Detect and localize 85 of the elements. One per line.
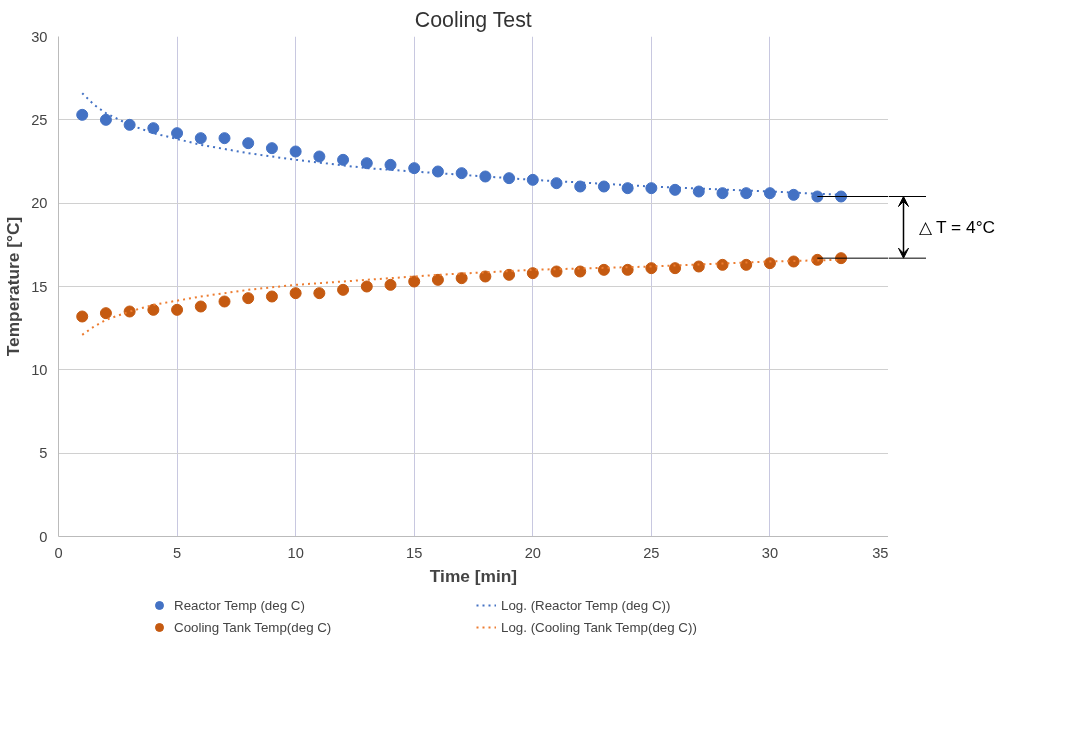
- text: △ T = 4°C: [918, 217, 996, 238]
- x-tick-label: 35: [872, 544, 889, 561]
- point: [669, 262, 682, 275]
- y-tick-label: 25: [31, 111, 48, 128]
- point: [787, 255, 800, 268]
- point: [763, 187, 776, 200]
- y-tick-label: 20: [31, 195, 48, 212]
- legend-label: Cooling Tank Temp(deg C): [174, 619, 333, 635]
- point: [360, 157, 373, 170]
- y-tick-label: 10: [31, 361, 48, 378]
- point: [76, 310, 89, 323]
- point: [289, 145, 302, 158]
- point: [384, 278, 397, 291]
- point: [99, 307, 112, 320]
- point: [455, 272, 468, 285]
- point: [76, 108, 89, 121]
- point: [99, 113, 112, 126]
- point: [645, 182, 658, 195]
- y-tick-label: 0: [39, 528, 48, 545]
- x-axis-title: Time [min]: [429, 565, 518, 586]
- point: [218, 132, 231, 145]
- point: [408, 275, 421, 288]
- point: [692, 185, 705, 198]
- point: [147, 122, 160, 135]
- y-tick-label: 15: [31, 278, 48, 295]
- point: [313, 287, 326, 300]
- y-axis-title: Temperature [°C]: [3, 216, 24, 357]
- point: [503, 268, 516, 281]
- point: [171, 303, 184, 316]
- point: [289, 287, 302, 300]
- point: [692, 260, 705, 273]
- point: [526, 173, 539, 186]
- x-tick-label: 25: [643, 544, 660, 561]
- point: [597, 180, 610, 193]
- point: [740, 187, 753, 200]
- x-tick-label: 5: [173, 544, 182, 561]
- x-tick-label: 10: [287, 544, 304, 561]
- legend-label: Log. (Reactor Temp (deg C)): [501, 597, 672, 613]
- point: [431, 273, 444, 286]
- point: [337, 153, 350, 166]
- point: [479, 170, 492, 183]
- point: [171, 127, 184, 140]
- point: [360, 280, 373, 293]
- y-tick-label: 30: [31, 28, 48, 45]
- point: [265, 142, 278, 155]
- point: [716, 258, 729, 271]
- x-tick-label: 0: [54, 544, 63, 561]
- point: [716, 187, 729, 200]
- x-tick-label: 30: [761, 544, 779, 561]
- point: [479, 270, 492, 283]
- point: [194, 300, 207, 313]
- point: [669, 183, 682, 196]
- point: [242, 137, 255, 150]
- point: [574, 265, 587, 278]
- point: [218, 295, 231, 308]
- point: [574, 180, 587, 193]
- point: [811, 190, 824, 203]
- point: [455, 167, 468, 180]
- point: [123, 118, 136, 131]
- point: [787, 188, 800, 201]
- point: [408, 162, 421, 175]
- legend-label: Reactor Temp (deg C): [174, 597, 306, 613]
- chart-title: Cooling Test: [414, 7, 532, 32]
- point: [313, 150, 326, 163]
- point: [503, 172, 516, 185]
- point: [242, 292, 255, 305]
- x-tick-label: 20: [524, 544, 541, 561]
- point: [431, 165, 444, 178]
- point: [337, 283, 350, 296]
- legend-label: Log. (Cooling Tank Temp(deg C)): [501, 619, 698, 635]
- point: [740, 258, 753, 271]
- point: [645, 262, 658, 275]
- point: [384, 158, 397, 171]
- point: [597, 263, 610, 276]
- point: [526, 267, 539, 280]
- point: [550, 265, 563, 278]
- x-tick-label: 15: [406, 544, 423, 561]
- point: [147, 303, 160, 316]
- point: [265, 290, 278, 303]
- point: [621, 182, 634, 195]
- point: [550, 177, 563, 190]
- point: [621, 263, 634, 276]
- point: [763, 257, 776, 270]
- point: [194, 132, 207, 145]
- y-tick-label: 5: [39, 445, 48, 462]
